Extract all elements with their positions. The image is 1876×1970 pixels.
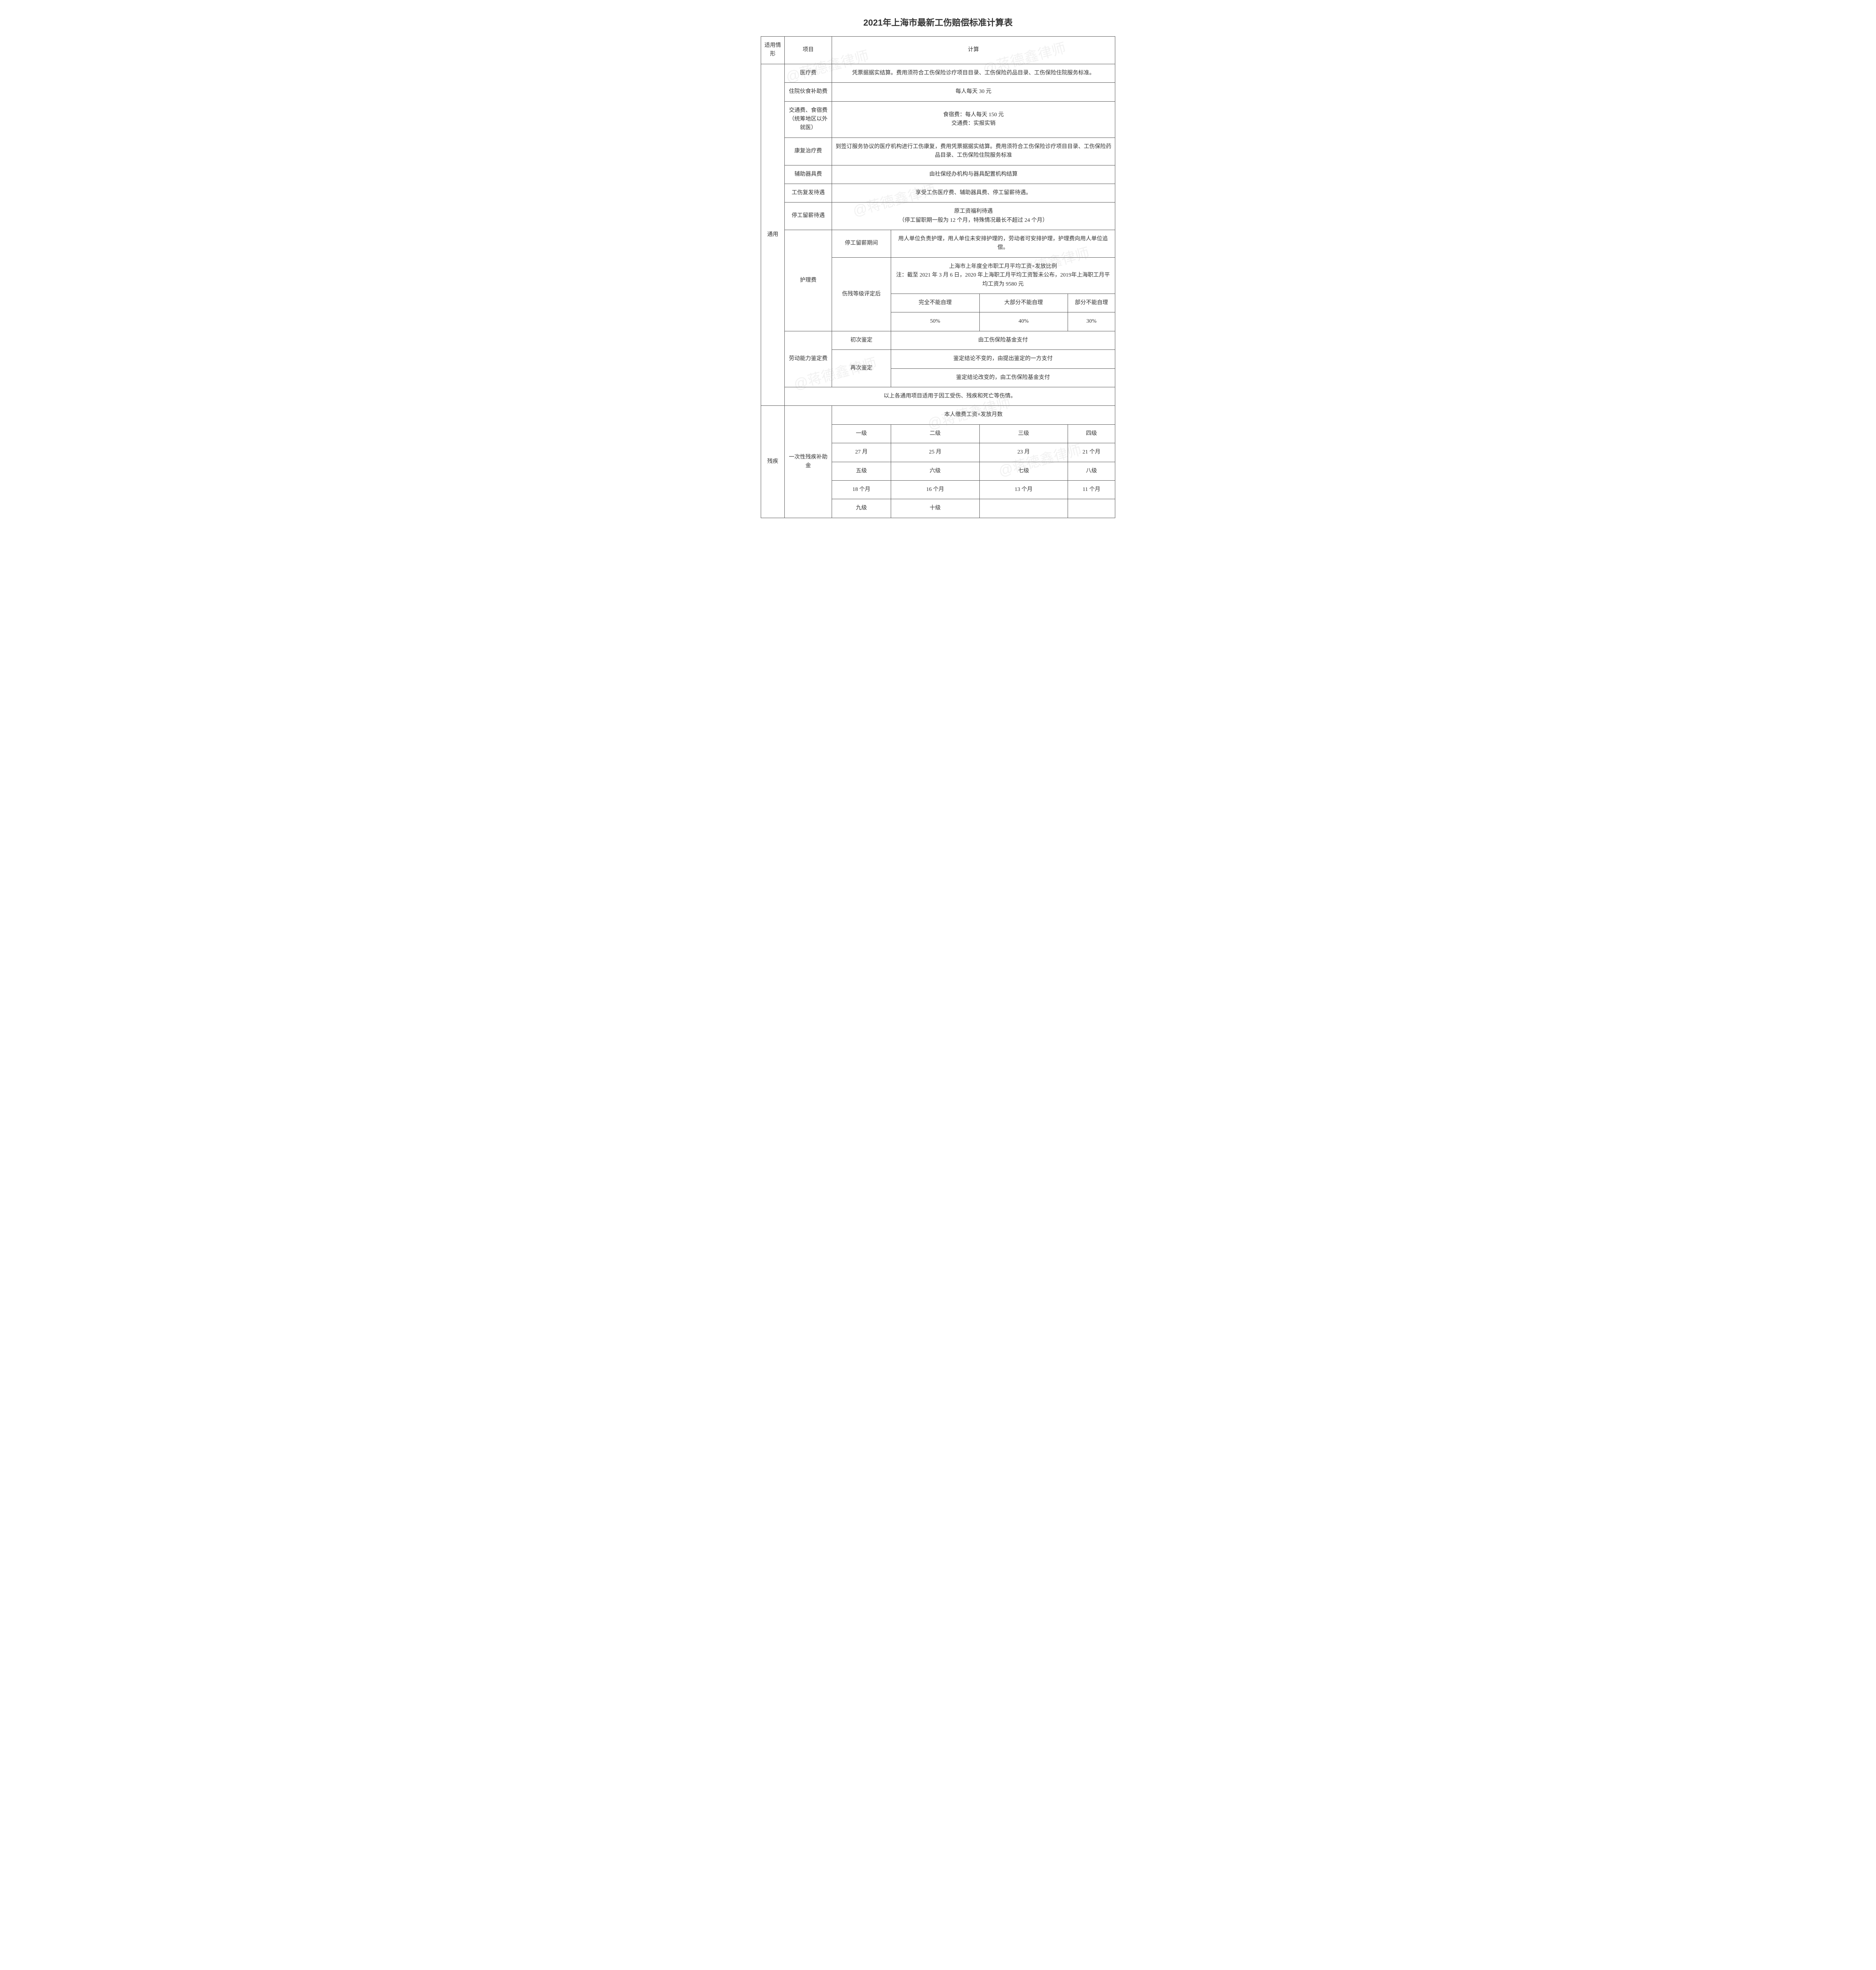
appraisal-first-label: 初次鉴定 [832,331,891,349]
nursing-level-most: 大部分不能自理 [979,294,1068,312]
level-4: 四级 [1068,424,1115,443]
row-rehab: 康复治疗费 到签订服务协议的医疗机构进行工伤康复，费用凭票据据实结算。费用须符合… [761,138,1115,165]
nursing-period-label: 停工留薪期间 [832,230,891,258]
nursing-formula-line2: 注：截至 2021 年 3 月 6 日，2020 年上海职工月平均工资暂未公布，… [896,272,1110,287]
level-5: 五级 [832,462,891,480]
row-meal: 住院伙食补助费 每人每天 30 元 [761,83,1115,101]
calc-rehab: 到签订服务协议的医疗机构进行工伤康复，费用凭票据据实结算。费用须符合工伤保险诊疗… [832,138,1115,165]
row-nursing-period: 护理费 停工留薪期间 用人单位负责护理，用人单位未安排护理的，劳动者可安排护理，… [761,230,1115,258]
empty-cell [1068,499,1115,518]
calc-relapse: 享受工伤医疗费、辅助器具费、停工留薪待遇。 [832,184,1115,202]
nursing-after-label: 伤残等级评定后 [832,257,891,331]
row-stoppay: 停工留薪待遇 原工资福利待遇 （停工留职期一般为 12 个月，特殊情况最长不超过… [761,203,1115,230]
item-aux: 辅助器具费 [785,165,832,184]
item-appraisal: 劳动能力鉴定费 [785,331,832,387]
calc-medical: 凭票据据实结算。费用须符合工伤保险诊疗项目目录、工伤保险药品目录、工伤保险住院服… [832,64,1115,82]
level-7: 七级 [979,462,1068,480]
onetime-formula: 本人缴费工资×发放月数 [832,406,1115,424]
item-stoppay: 停工留薪待遇 [785,203,832,230]
level-8: 八级 [1068,462,1115,480]
appraisal-again-calc2: 鉴定结论改变的，由工伤保险基金支付 [891,368,1115,387]
item-medical: 医疗费 [785,64,832,82]
item-meal: 住院伙食补助费 [785,83,832,101]
item-nursing: 护理费 [785,230,832,331]
level-2: 二级 [891,424,980,443]
header-item: 项目 [785,37,832,64]
row-relapse: 工伤复发待遇 享受工伤医疗费、辅助器具费、停工留薪待遇。 [761,184,1115,202]
nursing-pct-most: 40% [979,312,1068,331]
nursing-formula-line1: 上海市上年度全市职工月平均工资×发放比例 [949,264,1057,269]
calc-transport-line2: 交通费：实报实销 [951,121,996,126]
document-page: @蒋德鑫律师 @蒋德鑫律师 @蒋德鑫律师 @蒋德鑫律师 @蒋德鑫律师 @蒋德鑫律… [761,16,1115,518]
row-appraisal-first: 劳动能力鉴定费 初次鉴定 由工伤保险基金支付 [761,331,1115,349]
page-title: 2021年上海市最新工伤赔偿标准计算表 [761,16,1115,28]
category-disability: 残疾 [761,406,785,518]
months-4: 21 个月 [1068,443,1115,462]
table-header-row: 适用情形 项目 计算 [761,37,1115,64]
months-8: 11 个月 [1068,480,1115,499]
appraisal-again-calc1: 鉴定结论不变的，由提出鉴定的一方支付 [891,350,1115,368]
row-general-note: 以上各通用项目适用于因工受伤、残疾和死亡等伤情。 [761,387,1115,405]
general-note: 以上各通用项目适用于因工受伤、残疾和死亡等伤情。 [785,387,1115,405]
appraisal-again-label: 再次鉴定 [832,350,891,387]
header-scenario: 适用情形 [761,37,785,64]
header-calc: 计算 [832,37,1115,64]
calc-aux: 由社保经办机构与器具配置机构结算 [832,165,1115,184]
nursing-level-part: 部分不能自理 [1068,294,1115,312]
item-rehab: 康复治疗费 [785,138,832,165]
row-transport: 交通费、食宿费（统筹地区以外就医） 食宿费：每人每天 150 元 交通费：实报实… [761,101,1115,138]
level-9: 九级 [832,499,891,518]
level-1: 一级 [832,424,891,443]
empty-cell [979,499,1068,518]
level-6: 六级 [891,462,980,480]
months-7: 13 个月 [979,480,1068,499]
level-3: 三级 [979,424,1068,443]
row-medical: 通用 医疗费 凭票据据实结算。费用须符合工伤保险诊疗项目目录、工伤保险药品目录、… [761,64,1115,82]
nursing-pct-part: 30% [1068,312,1115,331]
category-general: 通用 [761,64,785,406]
item-transport: 交通费、食宿费（统筹地区以外就医） [785,101,832,138]
item-relapse: 工伤复发待遇 [785,184,832,202]
months-1: 27 月 [832,443,891,462]
months-2: 25 月 [891,443,980,462]
calc-transport-line1: 食宿费：每人每天 150 元 [943,112,1004,118]
calc-stoppay: 原工资福利待遇 （停工留职期一般为 12 个月，特殊情况最长不超过 24 个月） [832,203,1115,230]
months-6: 16 个月 [891,480,980,499]
calc-transport: 食宿费：每人每天 150 元 交通费：实报实销 [832,101,1115,138]
calc-stoppay-line1: 原工资福利待遇 [954,208,993,214]
level-10: 十级 [891,499,980,518]
nursing-after-formula: 上海市上年度全市职工月平均工资×发放比例 注：截至 2021 年 3 月 6 日… [891,257,1115,294]
row-aux: 辅助器具费 由社保经办机构与器具配置机构结算 [761,165,1115,184]
item-onetime: 一次性残疾补助金 [785,406,832,518]
calc-meal: 每人每天 30 元 [832,83,1115,101]
row-onetime-formula: 残疾 一次性残疾补助金 本人缴费工资×发放月数 [761,406,1115,424]
nursing-level-full: 完全不能自理 [891,294,980,312]
appraisal-first-calc: 由工伤保险基金支付 [891,331,1115,349]
calc-stoppay-line2: （停工留职期一般为 12 个月，特殊情况最长不超过 24 个月） [899,217,1048,223]
compensation-table: 适用情形 项目 计算 通用 医疗费 凭票据据实结算。费用须符合工伤保险诊疗项目目… [761,36,1115,518]
nursing-pct-full: 50% [891,312,980,331]
nursing-period-calc: 用人单位负责护理，用人单位未安排护理的，劳动者可安排护理，护理费向用人单位追偿。 [891,230,1115,258]
months-3: 23 月 [979,443,1068,462]
months-5: 18 个月 [832,480,891,499]
